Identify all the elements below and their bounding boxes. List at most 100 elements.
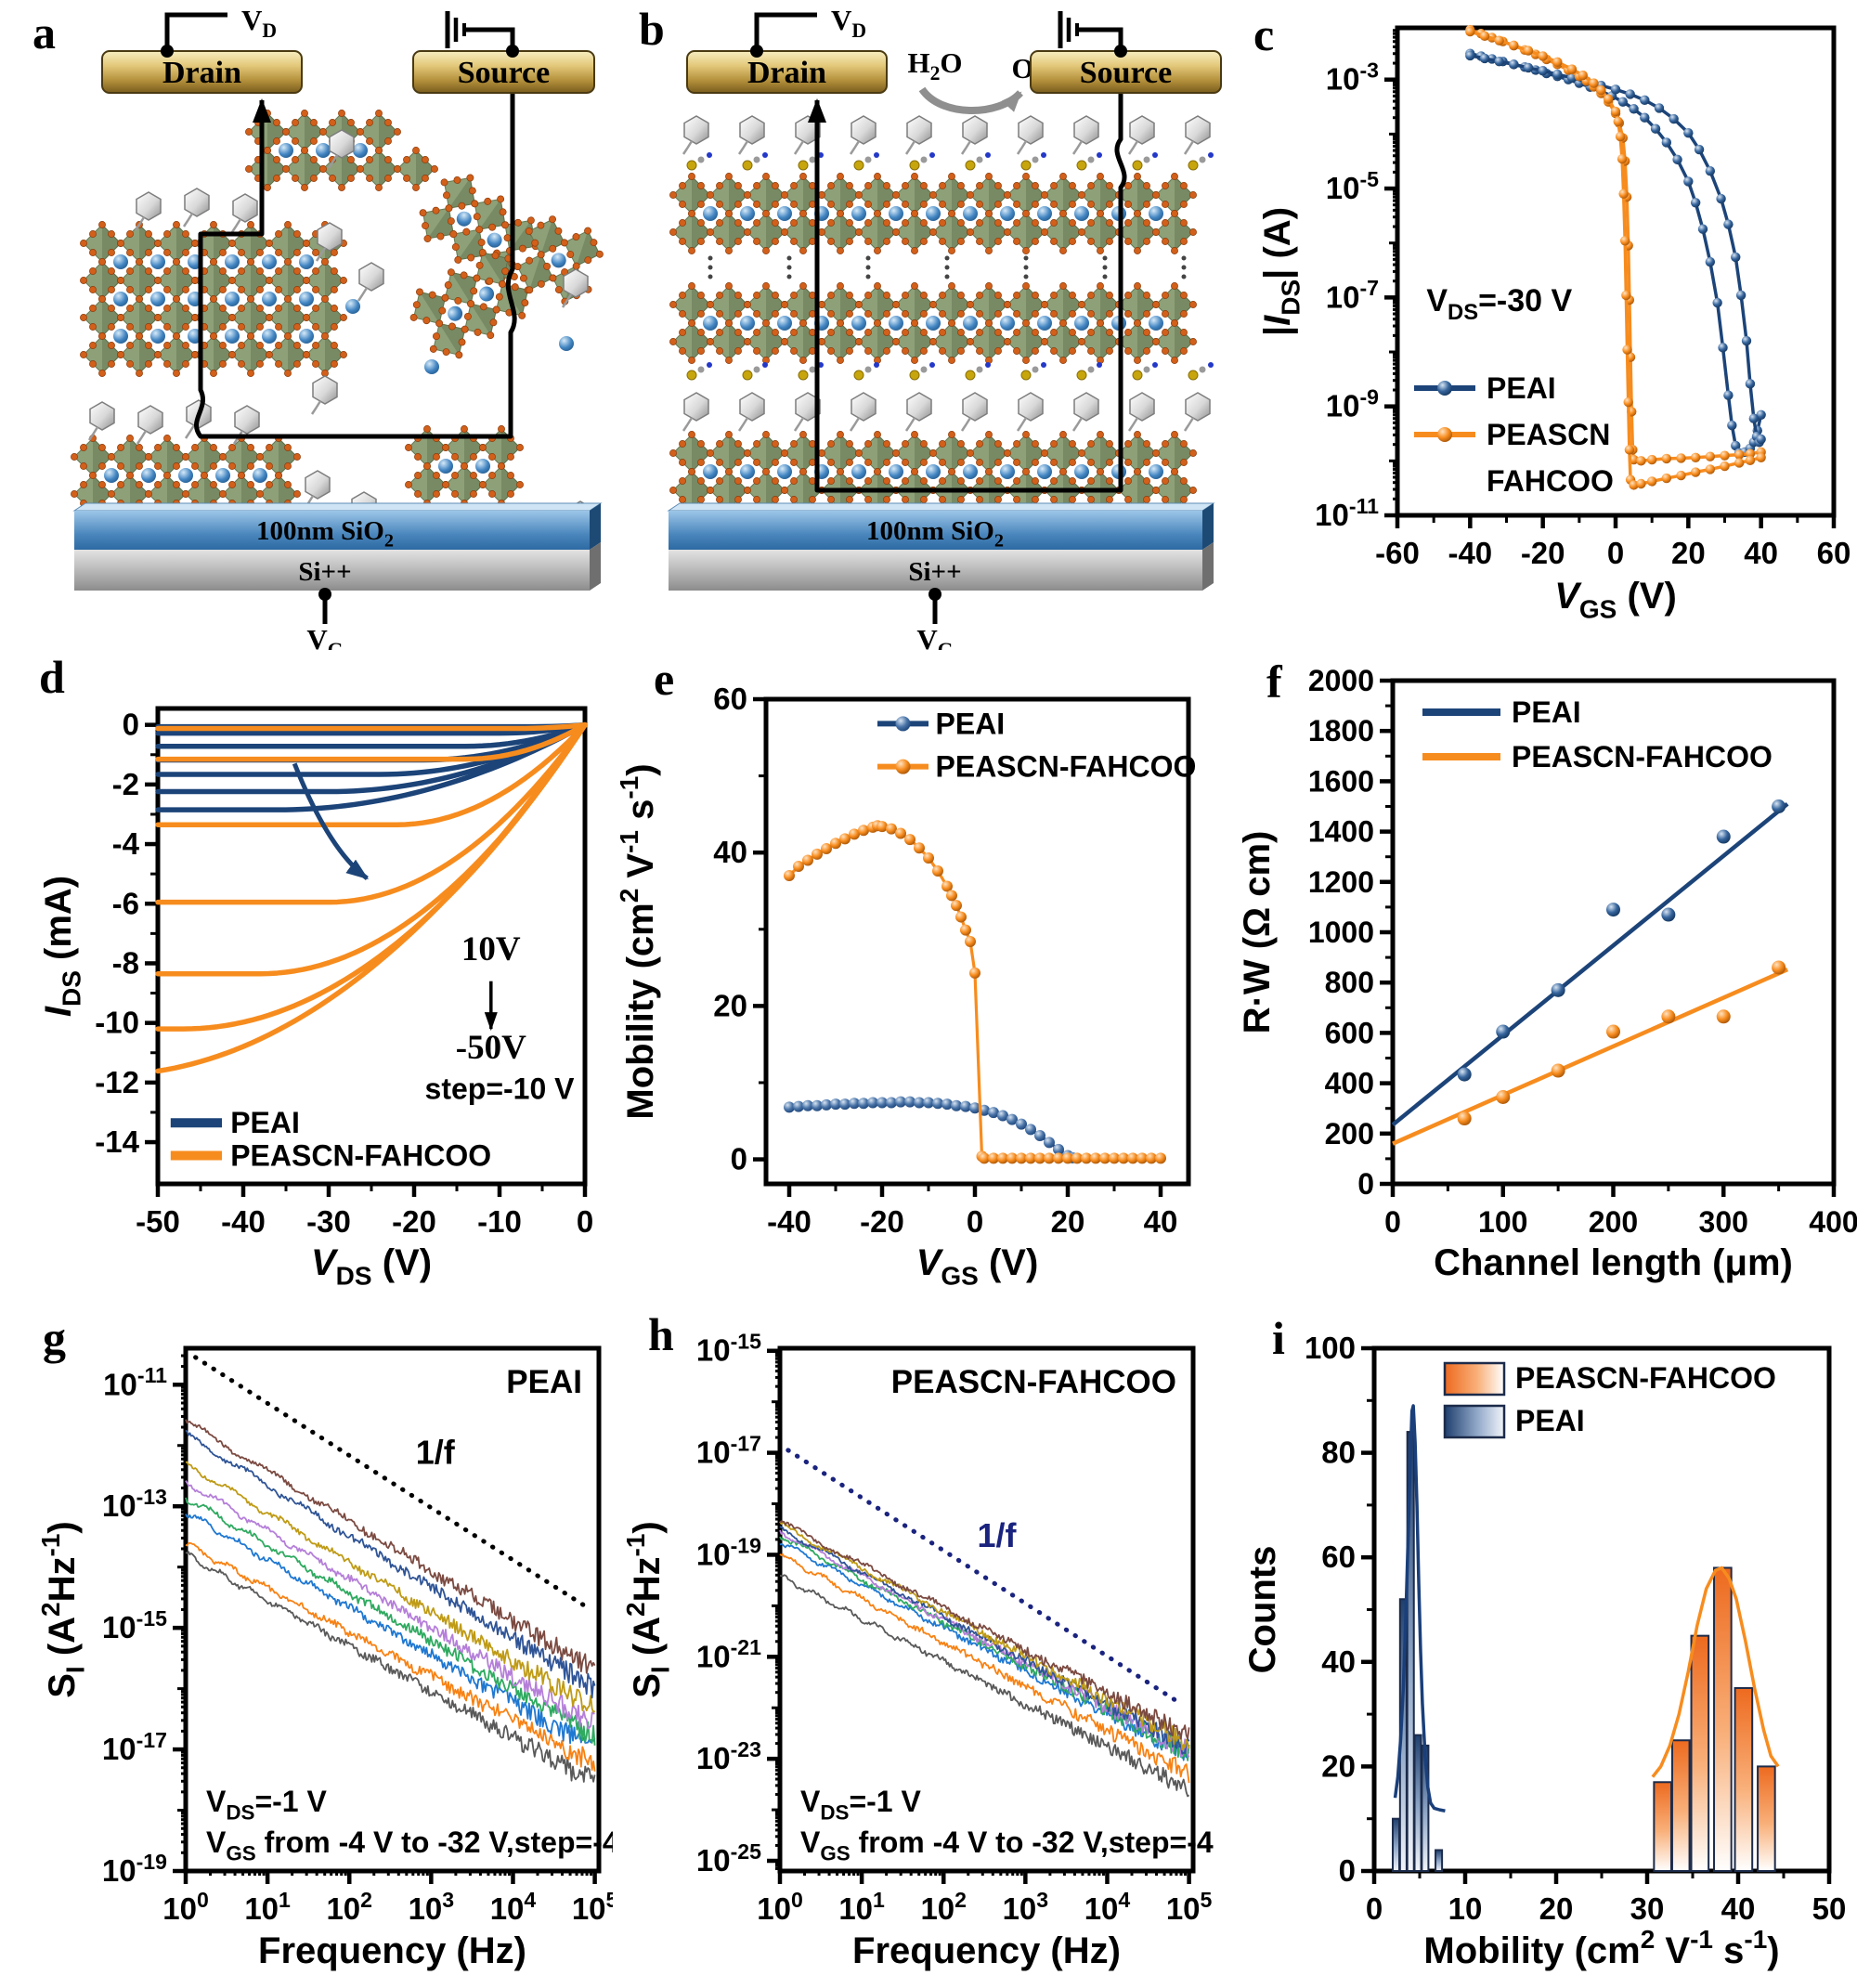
svg-text:PEAI: PEAI xyxy=(230,1106,300,1139)
svg-text:600: 600 xyxy=(1325,1016,1374,1049)
svg-text:-10: -10 xyxy=(95,1006,139,1040)
svg-text:Drain: Drain xyxy=(747,56,826,90)
svg-text:PEAI: PEAI xyxy=(506,1364,582,1400)
svg-text:1/f: 1/f xyxy=(978,1516,1018,1554)
svg-text:VD: VD xyxy=(241,4,277,42)
panel-label-g: g xyxy=(43,1312,66,1364)
svg-text:PEASCN-FAHCOO: PEASCN-FAHCOO xyxy=(891,1364,1176,1400)
svg-text:Channel length (μm): Channel length (μm) xyxy=(1434,1242,1793,1283)
panel-c-transfer-curves: -60 -40 -20 0 20 40 60 10-3 10-5 10-7 10-9 10-11 VGS… xyxy=(1249,0,1857,650)
svg-text:-30: -30 xyxy=(306,1204,351,1239)
svg-text:10V: 10V xyxy=(461,930,521,968)
svg-text:IDS (mA): IDS (mA) xyxy=(38,876,85,1017)
svg-text:20: 20 xyxy=(1051,1204,1085,1239)
svg-text:103: 103 xyxy=(1003,1888,1049,1926)
svg-text:10-7: 10-7 xyxy=(1326,276,1379,314)
svg-text:10-15: 10-15 xyxy=(696,1330,761,1368)
svg-text:PEAI: PEAI xyxy=(1515,1404,1585,1437)
svg-text:30: 30 xyxy=(1630,1891,1665,1926)
svg-text:102: 102 xyxy=(326,1888,372,1926)
panel-label-c: c xyxy=(1253,8,1275,60)
svg-text:10-3: 10-3 xyxy=(1326,58,1379,97)
rw-channel-chart: 0 100 200 300 400 0 200 400 600 800 1000 1200 1400 16… xyxy=(1237,664,1857,1283)
svg-text:10-11: 10-11 xyxy=(1315,494,1379,532)
svg-text:100nm SiO2: 100nm SiO2 xyxy=(256,516,394,552)
svg-text:103: 103 xyxy=(409,1888,455,1926)
svg-text:PEAI: PEAI xyxy=(1487,371,1556,405)
output-curve-chart: -50 -40 -30 -20 -10 0 0 -2 -4 -6 -8 -10 -12 -14 VDS (V… xyxy=(38,706,593,1290)
svg-text:10-21: 10-21 xyxy=(696,1635,761,1673)
svg-text:104: 104 xyxy=(490,1888,537,1926)
svg-text:VDS=-30 V: VDS=-30 V xyxy=(1426,283,1572,325)
svg-text:60: 60 xyxy=(713,682,747,716)
svg-text:400: 400 xyxy=(1809,1205,1857,1239)
svg-text:200: 200 xyxy=(1325,1117,1374,1150)
svg-text:100: 100 xyxy=(1305,1331,1356,1365)
svg-text:0: 0 xyxy=(1339,1853,1356,1888)
svg-text:VD: VD xyxy=(831,4,866,42)
svg-text:Frequency (Hz): Frequency (Hz) xyxy=(258,1930,526,1971)
svg-text:1600: 1600 xyxy=(1308,764,1374,798)
svg-text:-50: -50 xyxy=(136,1204,180,1239)
svg-text:100: 100 xyxy=(1478,1205,1527,1239)
svg-text:0: 0 xyxy=(731,1142,747,1176)
mobility-histogram-chart: 0 10 20 30 40 50 0 20 40 60 80 100 Mobility (cm2 V-1… xyxy=(1242,1331,1846,1971)
svg-text:104: 104 xyxy=(1084,1888,1131,1926)
svg-text:10-11: 10-11 xyxy=(103,1363,167,1401)
svg-text:100: 100 xyxy=(162,1888,209,1926)
svg-text:0: 0 xyxy=(1384,1205,1401,1239)
svg-text:300: 300 xyxy=(1699,1205,1748,1239)
panel-label-f: f xyxy=(1266,656,1282,708)
svg-text:-40: -40 xyxy=(221,1204,266,1239)
svg-text:VDS (V): VDS (V) xyxy=(311,1242,432,1290)
svg-text:10-25: 10-25 xyxy=(696,1839,761,1878)
panel-label-d: d xyxy=(39,651,65,703)
svg-text:20: 20 xyxy=(1671,536,1706,570)
svg-text:Frequency (Hz): Frequency (Hz) xyxy=(852,1930,1121,1971)
panel-e-mobility: -40 -20 0 20 40 0 20 40 60 VGS (V) Mobility (cm2 V… xyxy=(608,645,1207,1300)
svg-text:800: 800 xyxy=(1325,966,1374,999)
svg-text:400: 400 xyxy=(1325,1067,1374,1100)
svg-text:40: 40 xyxy=(1144,1204,1178,1239)
svg-text:1/f: 1/f xyxy=(416,1433,456,1471)
svg-text:PEASCN-FAHCOO: PEASCN-FAHCOO xyxy=(1515,1361,1776,1395)
svg-text:PEASCN-FAHCOO: PEASCN-FAHCOO xyxy=(936,750,1197,784)
svg-text:0: 0 xyxy=(1357,1167,1374,1201)
svg-text:60: 60 xyxy=(1321,1540,1356,1574)
svg-text:VDS=-1 V: VDS=-1 V xyxy=(206,1785,327,1824)
svg-text:200: 200 xyxy=(1589,1205,1638,1239)
svg-text:PEAI: PEAI xyxy=(936,707,1006,740)
panel-g-noise-peai: 100 101 102 103 104 105 10-11 10-13 10-15 10-17 10… xyxy=(28,1300,613,1988)
svg-text:PEASCN-FAHCOO: PEASCN-FAHCOO xyxy=(1512,740,1773,773)
panel-label-b: b xyxy=(639,3,665,55)
svg-text:Si++: Si++ xyxy=(908,557,961,587)
svg-text:-6: -6 xyxy=(112,886,139,920)
svg-text:0: 0 xyxy=(967,1204,983,1239)
svg-text:-8: -8 xyxy=(112,945,139,980)
svg-text:1800: 1800 xyxy=(1308,714,1374,747)
svg-text:Mobility (cm2 V-1 s-1): Mobility (cm2 V-1 s-1) xyxy=(1423,1925,1779,1971)
noise-spectrum-chart-peai: 100 101 102 103 104 105 10-11 10-13 10-15 10-17 10… xyxy=(36,1345,613,1971)
panel-label-e: e xyxy=(654,653,675,705)
noise-spectrum-chart-peascn: 100 101 102 103 104 105 10-15 10-17 10-19 10-21 10… xyxy=(621,1330,1216,1971)
svg-text:-60: -60 xyxy=(1375,536,1420,570)
svg-text:VG: VG xyxy=(306,623,343,650)
svg-text:100: 100 xyxy=(757,1888,803,1926)
panel-h-noise-peascn: 100 101 102 103 104 105 10-15 10-17 10-19 10-21 10… xyxy=(613,1300,1216,1988)
svg-text:10-23: 10-23 xyxy=(696,1737,761,1775)
svg-text:-14: -14 xyxy=(95,1124,139,1159)
svg-text:0: 0 xyxy=(123,708,139,742)
panel-f-rw-channel: 0 100 200 300 400 0 200 400 600 800 1000 1200 1400 16… xyxy=(1221,645,1857,1300)
svg-text:-50V: -50V xyxy=(456,1029,526,1067)
svg-text:10-19: 10-19 xyxy=(696,1533,761,1571)
svg-text:-10: -10 xyxy=(477,1204,522,1239)
svg-text:20: 20 xyxy=(1539,1891,1574,1926)
mobility-chart: -40 -20 0 20 40 0 20 40 60 VGS (V) Mobility (cm2 V… xyxy=(615,682,1197,1290)
svg-text:10-15: 10-15 xyxy=(102,1606,167,1644)
svg-text:Source: Source xyxy=(1080,56,1172,90)
svg-text:SI (A2Hz-1): SI (A2Hz-1) xyxy=(621,1521,674,1698)
svg-text:R·W (Ω cm): R·W (Ω cm) xyxy=(1237,831,1278,1034)
svg-text:VG: VG xyxy=(916,623,953,650)
svg-text:101: 101 xyxy=(838,1888,885,1926)
